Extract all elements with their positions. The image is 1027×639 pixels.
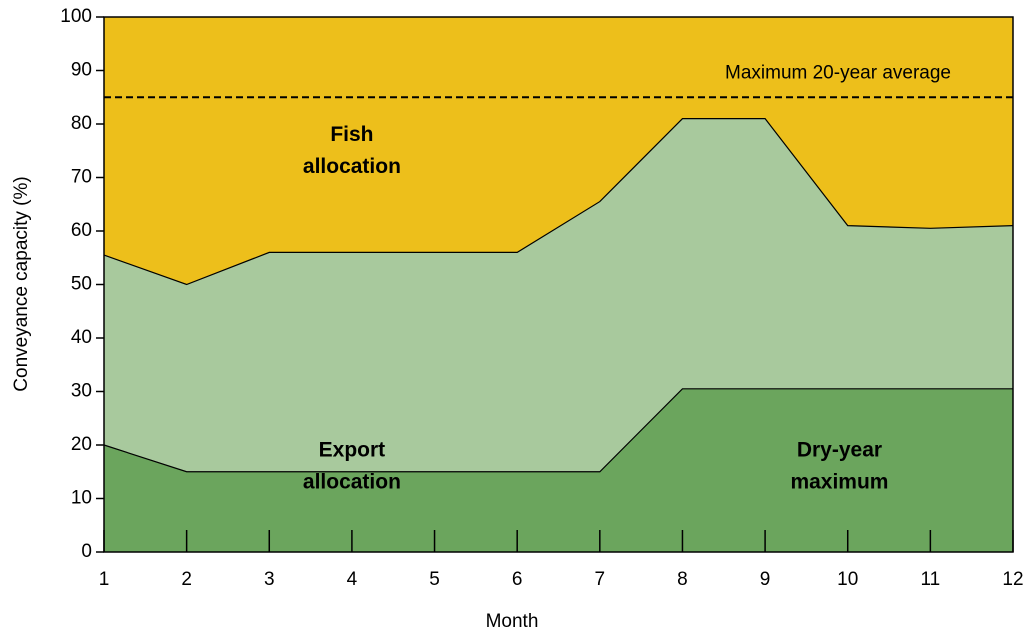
y-tick-label: 40 [71, 327, 92, 348]
y-tick-label: 70 [71, 167, 92, 188]
x-tick-label: 10 [837, 569, 858, 590]
x-tick-label: 2 [181, 569, 192, 590]
x-tick-label: 11 [920, 569, 940, 590]
x-tick-label: 12 [1002, 569, 1023, 590]
reference-label: Maximum 20-year average [725, 62, 951, 83]
y-tick-label: 90 [71, 60, 92, 81]
area [104, 388, 1013, 552]
y-tick-label: 100 [60, 6, 92, 27]
area-boundary [103, 118, 1014, 286]
x-tick-label: 6 [512, 569, 523, 590]
area [104, 17, 1013, 285]
y-tick-label: 0 [81, 541, 92, 562]
area [104, 118, 1013, 472]
x-tick-label: 4 [347, 569, 358, 590]
area-label: Dry-year maximum [790, 438, 888, 493]
y-tick-label: 20 [71, 434, 92, 455]
y-tick-label: 80 [71, 113, 92, 134]
x-axis-label: Month [486, 611, 539, 632]
y-tick-label: 50 [71, 274, 92, 295]
y-tick-label: 10 [71, 488, 92, 509]
x-tick-label: 5 [429, 569, 440, 590]
x-tick-label: 9 [760, 569, 771, 590]
y-tick-label: 30 [71, 381, 92, 402]
x-tick-label: 1 [99, 569, 110, 590]
x-tick-label: 7 [595, 569, 606, 590]
x-tick-label: 3 [264, 569, 275, 590]
area-label: Fish allocation [303, 122, 401, 177]
y-axis-label: Conveyance capacity (%) [11, 176, 32, 391]
y-tick-label: 60 [71, 220, 92, 241]
x-tick-label: 8 [677, 569, 688, 590]
area-label: Export allocation [303, 438, 401, 493]
area-boundary [103, 388, 1013, 473]
